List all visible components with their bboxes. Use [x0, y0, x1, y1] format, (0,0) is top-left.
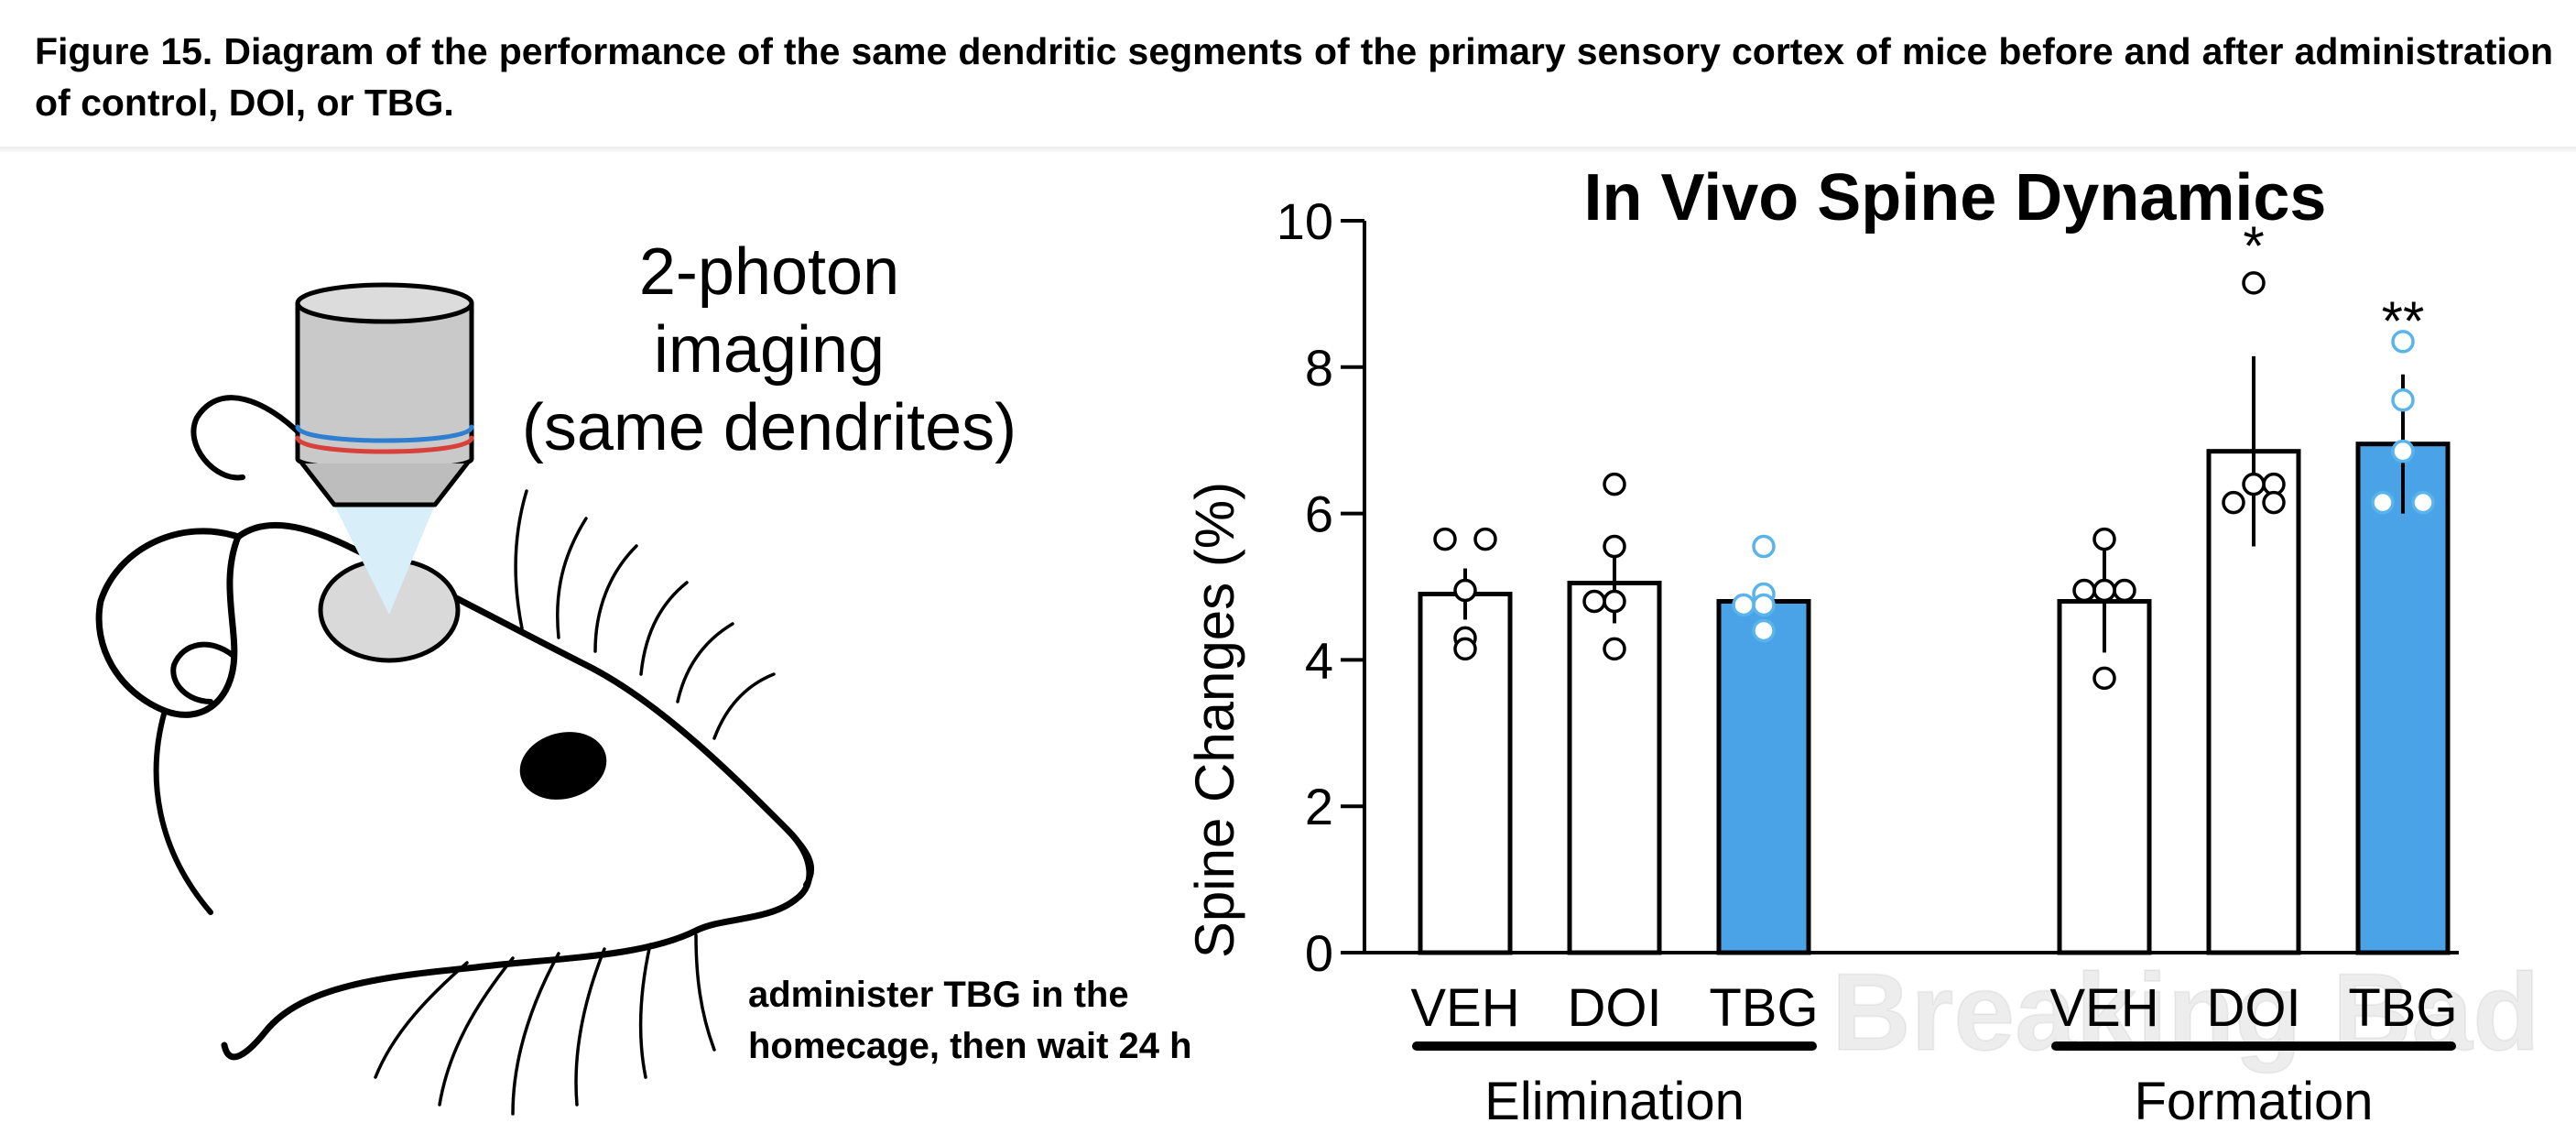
data-point — [1433, 527, 1457, 551]
bar-formation-tbg — [2355, 442, 2451, 955]
data-point — [1603, 589, 1626, 614]
data-point — [1752, 593, 1776, 617]
data-point — [2092, 666, 2116, 691]
y-axis-label: Spine Changes (%) — [1184, 482, 1245, 958]
significance-marker: * — [2243, 215, 2264, 277]
watermark: Breaking Bad — [1831, 951, 2540, 1074]
x-tick-label: TBG — [2348, 978, 2457, 1038]
y-tick-label: 4 — [1305, 631, 1333, 689]
mouse-neck — [153, 708, 213, 915]
mouse-inner-ear — [170, 641, 236, 704]
data-point — [2242, 271, 2266, 295]
imaging-label-line-1: 2-photon — [639, 235, 899, 309]
spine-dynamics-chart: In Vivo Spine Dynamics Spine Changes (%)… — [1184, 161, 2459, 1131]
imaging-label-line-3: (same dendrites) — [522, 391, 1016, 464]
data-point — [2092, 527, 2116, 551]
group-label: Formation — [2134, 1072, 2373, 1131]
figure-caption: Figure 15. Diagram of the performance of… — [35, 30, 2553, 124]
data-point — [2371, 490, 2395, 515]
data-point — [1603, 637, 1626, 661]
procedure-note-line-1: administer TBG in the — [748, 975, 1129, 1015]
data-point — [1582, 589, 1606, 614]
y-tick-label: 2 — [1305, 778, 1333, 835]
mouse-eye — [519, 732, 607, 800]
data-point — [2242, 472, 2266, 496]
y-tick-label: 6 — [1305, 485, 1333, 543]
data-point — [1732, 593, 1755, 617]
data-point — [2391, 388, 2415, 412]
light-beam — [334, 505, 435, 615]
bar-formation-veh — [2057, 598, 2152, 955]
tick-labels: 0 2 4 6 8 10 VEH DOI TBG Elimination VEH * DOI ** TBG F… — [1277, 192, 2458, 1131]
x-tick-label: DOI — [1567, 978, 1661, 1038]
y-tick-label: 0 — [1305, 924, 1333, 982]
imaging-label-line-2: imaging — [654, 313, 885, 387]
data-point — [1603, 472, 1626, 496]
data-point — [1752, 618, 1776, 643]
bar-elimination-tbg — [1716, 598, 1811, 955]
whiskers-bottom — [374, 933, 716, 1116]
significance-marker: ** — [2382, 290, 2425, 352]
x-tick-label: DOI — [2206, 978, 2300, 1038]
caption-divider — [0, 147, 2576, 152]
data-points — [1433, 271, 2435, 691]
data-point — [1473, 527, 1497, 551]
data-point — [2391, 330, 2415, 354]
x-tick-label: VEH — [1410, 978, 1519, 1038]
data-point — [1752, 534, 1776, 559]
data-point — [2411, 490, 2435, 515]
data-point — [2222, 490, 2245, 515]
figure: 2-photon imaging (same dendrites) admini… — [95, 161, 2541, 1131]
data-point — [2072, 578, 2096, 603]
data-point — [1453, 578, 1477, 603]
microscope-cable — [190, 395, 305, 481]
bars — [1418, 355, 2451, 955]
data-point — [1453, 637, 1477, 661]
mouse-nose — [785, 827, 814, 888]
group-label: Elimination — [1484, 1072, 1745, 1131]
mouse-ear — [95, 528, 242, 718]
x-tick-label: TBG — [1709, 978, 1818, 1038]
procedure-note-line-2: homecage, then wait 24 h — [748, 1026, 1192, 1066]
whiskers-top — [514, 489, 776, 740]
data-point — [1603, 534, 1626, 559]
x-tick-label: VEH — [2049, 978, 2158, 1038]
microscope-objective-icon — [295, 282, 474, 507]
chart-title: In Vivo Spine Dynamics — [1584, 161, 2327, 234]
y-tick-label: 10 — [1277, 192, 1333, 250]
data-point — [2262, 490, 2286, 515]
data-point — [2113, 578, 2136, 603]
mouse-illustration — [95, 282, 814, 1116]
data-point — [2092, 578, 2116, 603]
y-tick-label: 8 — [1305, 339, 1333, 397]
data-point — [2391, 439, 2415, 463]
